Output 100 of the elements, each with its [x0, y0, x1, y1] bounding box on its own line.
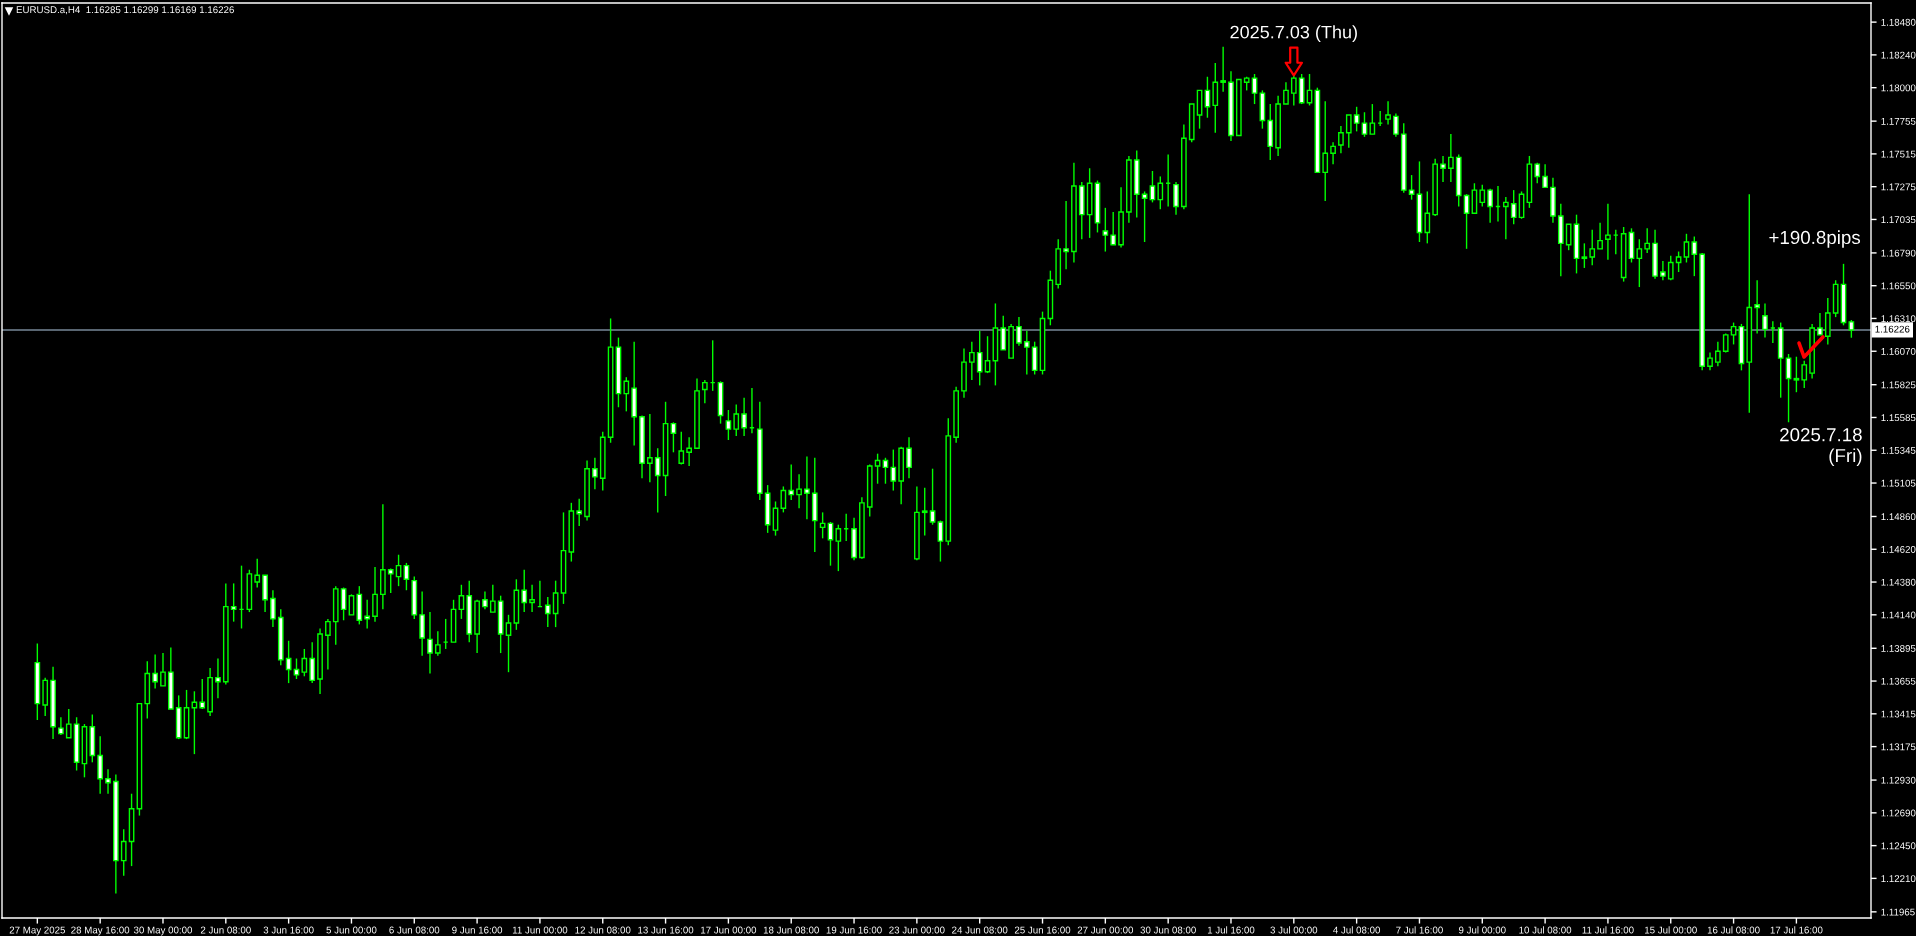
- candlestick: [929, 467, 936, 526]
- candlestick: [1408, 174, 1415, 201]
- candlestick: [670, 421, 677, 454]
- candlestick: [521, 569, 528, 613]
- y-tick-label: 1.14860: [1881, 513, 1916, 521]
- candlestick: [1338, 125, 1344, 154]
- candlestick: [372, 566, 378, 623]
- y-tick-label: 1.15345: [1881, 446, 1916, 454]
- candlestick: [1817, 312, 1823, 336]
- candlestick: [270, 589, 276, 628]
- candlestick: [1157, 175, 1164, 210]
- x-tick-label: 2 Jun 08:00: [200, 926, 251, 934]
- candlestick: [686, 436, 692, 467]
- candlestick: [1636, 238, 1643, 288]
- candlestick: [1675, 250, 1682, 273]
- y-tick-label: 1.14620: [1881, 546, 1916, 553]
- x-tick-label: 17 Jun 00:00: [701, 926, 757, 934]
- candlestick: [1667, 254, 1674, 281]
- candlestick: [1589, 229, 1596, 266]
- candlestick: [1722, 332, 1729, 354]
- candlestick: [1762, 302, 1768, 339]
- candlestick: [592, 457, 598, 490]
- candlestick: [1581, 242, 1588, 269]
- y-tick-label: 1.13175: [1881, 743, 1916, 751]
- x-tick-label: 6 Jun 08:00: [389, 926, 440, 934]
- chart-title: EURUSD.a,H4 1.16285 1.16299 1.16169 1.16226: [16, 6, 234, 15]
- candlestick: [1683, 233, 1690, 264]
- candlestick: [1385, 100, 1391, 126]
- candlestick: [348, 593, 355, 616]
- candlestick: [489, 584, 496, 613]
- candlestick: [725, 409, 732, 441]
- candlestick: [678, 431, 685, 466]
- y-tick-label: 1.16310: [1881, 315, 1916, 323]
- candlestick: [160, 652, 166, 687]
- y-tick-label: 1.13655: [1881, 677, 1916, 685]
- x-tick-label: 30 May 00:00: [133, 926, 193, 936]
- candlestick: [1141, 190, 1148, 243]
- candlestick: [1393, 112, 1399, 138]
- x-tick-label: 27 Jun 00:00: [1077, 926, 1134, 934]
- candlestick: [804, 455, 810, 520]
- candlestick: [654, 447, 661, 514]
- candlestick: [968, 340, 975, 381]
- candlestick: [1000, 315, 1007, 351]
- candlestick: [1290, 74, 1297, 107]
- x-tick-label: 18 Jun 08:00: [763, 926, 819, 934]
- x-tick-label: 28 May 16:00: [71, 926, 130, 936]
- x-tick-label: 23 Jun 00:00: [889, 926, 945, 934]
- annotation: +190.8pips: [1769, 230, 1861, 248]
- candlestick: [1502, 196, 1509, 240]
- x-tick-label: 19 Jun 16:00: [826, 926, 882, 934]
- candlestick: [1487, 188, 1493, 224]
- x-tick-label: 11 Jul 16:00: [1582, 926, 1634, 934]
- candlestick: [1479, 183, 1486, 208]
- x-tick-label: 3 Jul 00:00: [1270, 926, 1318, 934]
- y-tick-label: 1.13895: [1881, 645, 1916, 652]
- candlestick: [796, 473, 802, 509]
- y-tick-label: 1.14140: [1881, 611, 1916, 619]
- candlestick: [623, 376, 630, 413]
- x-tick-label: 13 Jun 16:00: [638, 926, 694, 934]
- candlestick: [1173, 181, 1179, 216]
- x-tick-label: 10 Jul 08:00: [1519, 926, 1572, 934]
- x-tick-label: 16 Jul 08:00: [1707, 926, 1760, 934]
- candlestick: [741, 396, 747, 437]
- candlestick: [293, 657, 300, 680]
- candlestick: [890, 448, 897, 492]
- candlestick: [835, 523, 842, 572]
- candlestick: [427, 611, 433, 675]
- candlestick: [301, 648, 308, 677]
- candlestick: [874, 452, 881, 485]
- x-tick-label: 17 Jul 16:00: [1770, 926, 1823, 934]
- candlestick: [1322, 100, 1329, 202]
- candlestick: [325, 618, 331, 671]
- candlestick: [1801, 360, 1808, 389]
- candlestick: [788, 463, 795, 501]
- candlestick: [1471, 182, 1478, 215]
- y-tick-label: 1.16550: [1881, 282, 1916, 290]
- y-tick-label: 1.17275: [1881, 183, 1916, 191]
- x-tick-label: 11 Jun 00:00: [512, 926, 568, 934]
- candlestick: [529, 584, 535, 613]
- x-tick-label: 24 Jun 08:00: [952, 926, 1008, 934]
- candlestick: [906, 436, 912, 479]
- candlestick: [1644, 227, 1651, 254]
- candlestick: [1369, 103, 1376, 135]
- x-tick-label: 30 Jun 08:00: [1140, 926, 1196, 934]
- y-tick-label: 1.15105: [1881, 479, 1916, 487]
- candlestick: [1510, 189, 1517, 225]
- x-tick-label: 5 Jun 00:00: [326, 926, 377, 934]
- candlestick: [1220, 46, 1226, 93]
- x-tick-label: 9 Jun 16:00: [452, 926, 503, 934]
- candlestick: [97, 735, 104, 795]
- candlestick: [733, 403, 740, 437]
- y-tick-label: 1.11965: [1881, 908, 1915, 916]
- candlestick: [419, 590, 425, 657]
- candlestick: [254, 558, 261, 589]
- y-tick-label: 1.12930: [1881, 776, 1916, 784]
- candlestick: [647, 413, 653, 484]
- candlestick: [65, 708, 72, 739]
- x-tick-label: 7 Jul 16:00: [1396, 926, 1443, 934]
- annotation: 2025.7.18 (Fri): [1780, 428, 1862, 466]
- candlestick: [1824, 297, 1831, 346]
